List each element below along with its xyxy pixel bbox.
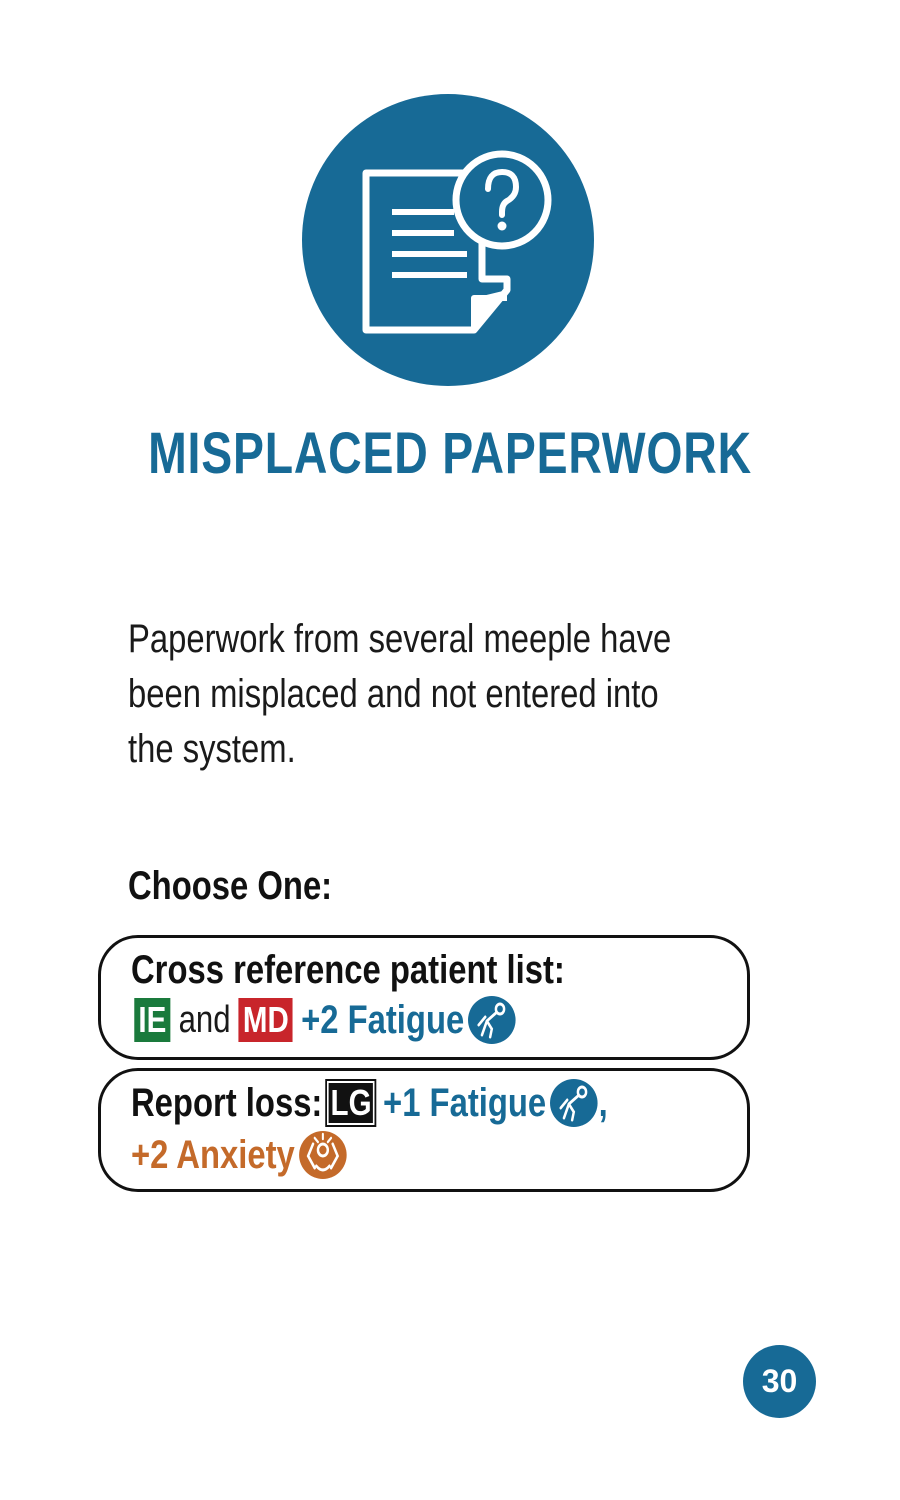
anxiety-effect: +2 Anxiety: [131, 1132, 295, 1177]
option-cross-reference[interactable]: Cross reference patient list: IE and MD …: [98, 935, 750, 1060]
page-number: 30: [743, 1345, 816, 1418]
choose-label: Choose One:: [128, 864, 333, 908]
separator: ,: [598, 1080, 608, 1125]
option-1-label: Cross reference patient list:: [131, 947, 565, 992]
fatigue-effect: +2 Fatigue: [301, 997, 465, 1042]
fatigue-icon: [550, 1079, 598, 1127]
anxiety-icon: [298, 1131, 347, 1179]
md-badge: MD: [238, 998, 293, 1042]
lg-badge: LG: [325, 1079, 377, 1127]
fatigue-icon: [468, 996, 516, 1044]
connector-text: and: [178, 998, 231, 1041]
option-report-loss[interactable]: Report loss: LG +1 Fatigue , +2 Anxiety: [98, 1068, 750, 1192]
card-description: Paperwork from several meeple have been …: [128, 617, 672, 771]
card-title: MISPLACED PAPERWORK: [148, 421, 752, 486]
fatigue-effect: +1 Fatigue: [383, 1080, 547, 1125]
option-1-title: Cross reference patient list:: [131, 944, 565, 996]
option-1-cost: IE and MD +2 Fatigue: [131, 994, 517, 1046]
option-2-label: Report loss:: [131, 1080, 323, 1125]
option-2-cost: Report loss: LG +1 Fatigue ,: [131, 1077, 608, 1129]
document-question-icon: [302, 94, 594, 386]
option-2-anxiety: +2 Anxiety: [131, 1129, 347, 1181]
ie-badge: IE: [134, 998, 171, 1042]
